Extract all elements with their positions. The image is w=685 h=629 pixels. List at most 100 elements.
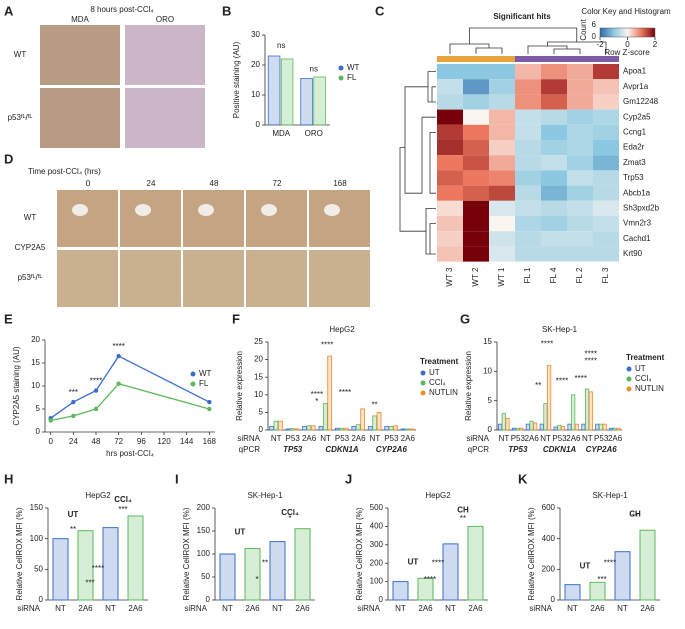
point	[48, 418, 53, 423]
y-tick-label: 0	[206, 595, 211, 604]
heatmap-cell	[541, 170, 567, 186]
heatmap-cell	[463, 216, 489, 232]
panel-letter: J	[345, 471, 352, 486]
heatmap-cell	[463, 155, 489, 171]
x-tick-label: 2A6	[351, 434, 366, 443]
legend-swatch	[626, 376, 632, 382]
bar	[525, 423, 530, 431]
heatmap-cell	[593, 109, 619, 125]
bar	[598, 423, 604, 431]
bar	[102, 527, 119, 601]
heatmap-cell	[567, 155, 593, 171]
y-tick-label: 200	[197, 503, 211, 512]
significance-label: ****	[311, 390, 323, 399]
point	[71, 399, 76, 405]
column-label: FL 4	[549, 267, 558, 283]
panel-letter: D	[4, 151, 13, 166]
y-tick-label: 400	[370, 522, 384, 531]
bar	[77, 530, 94, 601]
y-tick-label: 600	[542, 503, 556, 512]
bar	[294, 428, 300, 431]
row-label: Cachd1	[623, 234, 651, 243]
heatmap-cell	[489, 231, 515, 247]
x-tick-label: 2A6	[302, 434, 317, 443]
x-tick-label: NT	[222, 604, 233, 613]
chart-title: HepG2	[329, 325, 355, 334]
y-tick-label: 15	[31, 358, 40, 367]
stain-label: CYP2A5	[15, 243, 46, 252]
bar	[533, 422, 538, 431]
x-tick-label: 48	[92, 437, 101, 446]
y-tick-label: 0	[36, 427, 41, 436]
x-tick-label: 144	[180, 437, 194, 446]
y-tick-label: 100	[197, 549, 211, 558]
heatmap-cell	[515, 200, 541, 216]
legend-label: UT	[429, 368, 440, 377]
y-axis-title: Relative expression	[235, 351, 244, 421]
column-label: MDA	[71, 15, 89, 24]
heatmap-cell	[567, 109, 593, 125]
bar	[639, 529, 656, 601]
micrograph	[57, 250, 118, 307]
heatmap-cell	[593, 200, 619, 216]
row-label: p53ᶠᴸ/ᶠᴸ	[8, 113, 33, 122]
significance-label: **	[70, 525, 76, 534]
significance-label: ***	[118, 505, 127, 514]
legend-swatch	[190, 381, 196, 387]
heatmap-cell	[437, 124, 463, 140]
legend-title: Treatment	[626, 353, 665, 362]
group-label: TP53	[508, 445, 528, 454]
micrograph	[125, 25, 205, 85]
group-label: CDKN1A	[543, 445, 577, 454]
heatmap-cell	[541, 231, 567, 247]
column-label: 168	[333, 179, 347, 188]
column-label: 0	[86, 179, 91, 188]
heatmap-cell	[489, 170, 515, 186]
legend-swatch	[190, 371, 196, 377]
bar	[219, 553, 236, 601]
column-label: 72	[273, 179, 282, 188]
bar	[609, 427, 614, 431]
group-label: CDKN1A	[325, 445, 359, 454]
legend-swatch	[626, 366, 632, 372]
point	[207, 399, 212, 405]
y-tick-label: 5	[36, 404, 41, 413]
y-tick-label: 0	[551, 595, 556, 604]
bar	[539, 423, 544, 431]
y-tick-label: 0	[256, 120, 261, 129]
panel-letter: B	[222, 3, 231, 18]
group-bar	[567, 56, 593, 62]
x-tick-label: NT	[272, 604, 283, 613]
row-label: Ccng1	[623, 128, 647, 137]
row-label: WT	[24, 213, 37, 222]
heatmap-cell	[541, 124, 567, 140]
point	[93, 406, 99, 412]
x-tick-label: 2A6	[566, 434, 581, 443]
dendrogram	[399, 71, 436, 255]
vessel	[324, 204, 340, 216]
significance-label: **	[535, 381, 541, 390]
significance-label: ***	[597, 575, 606, 584]
significance-label: *	[315, 397, 318, 406]
x-tick-label: P53	[511, 434, 526, 443]
vessel	[198, 204, 214, 216]
legend-swatch	[420, 380, 426, 386]
heatmap-cell	[541, 140, 567, 156]
y-tick-label: 200	[370, 558, 384, 567]
micrograph	[246, 250, 307, 307]
axis-row-label: qPCR	[468, 445, 490, 454]
point	[116, 353, 121, 359]
heatmap-cell	[463, 246, 489, 262]
x-tick-label: 72	[114, 437, 123, 446]
bar	[595, 423, 600, 431]
bar	[367, 426, 373, 431]
x-tick-label: P53	[335, 434, 350, 443]
heatmap-cell	[463, 94, 489, 110]
key-tick-label: 0	[625, 40, 630, 49]
bar	[127, 515, 144, 601]
bar	[515, 427, 520, 431]
micrograph	[40, 88, 120, 148]
group-bar	[593, 56, 619, 62]
chart-title: Significant hits	[493, 12, 551, 21]
significance-label: ***	[85, 579, 94, 588]
